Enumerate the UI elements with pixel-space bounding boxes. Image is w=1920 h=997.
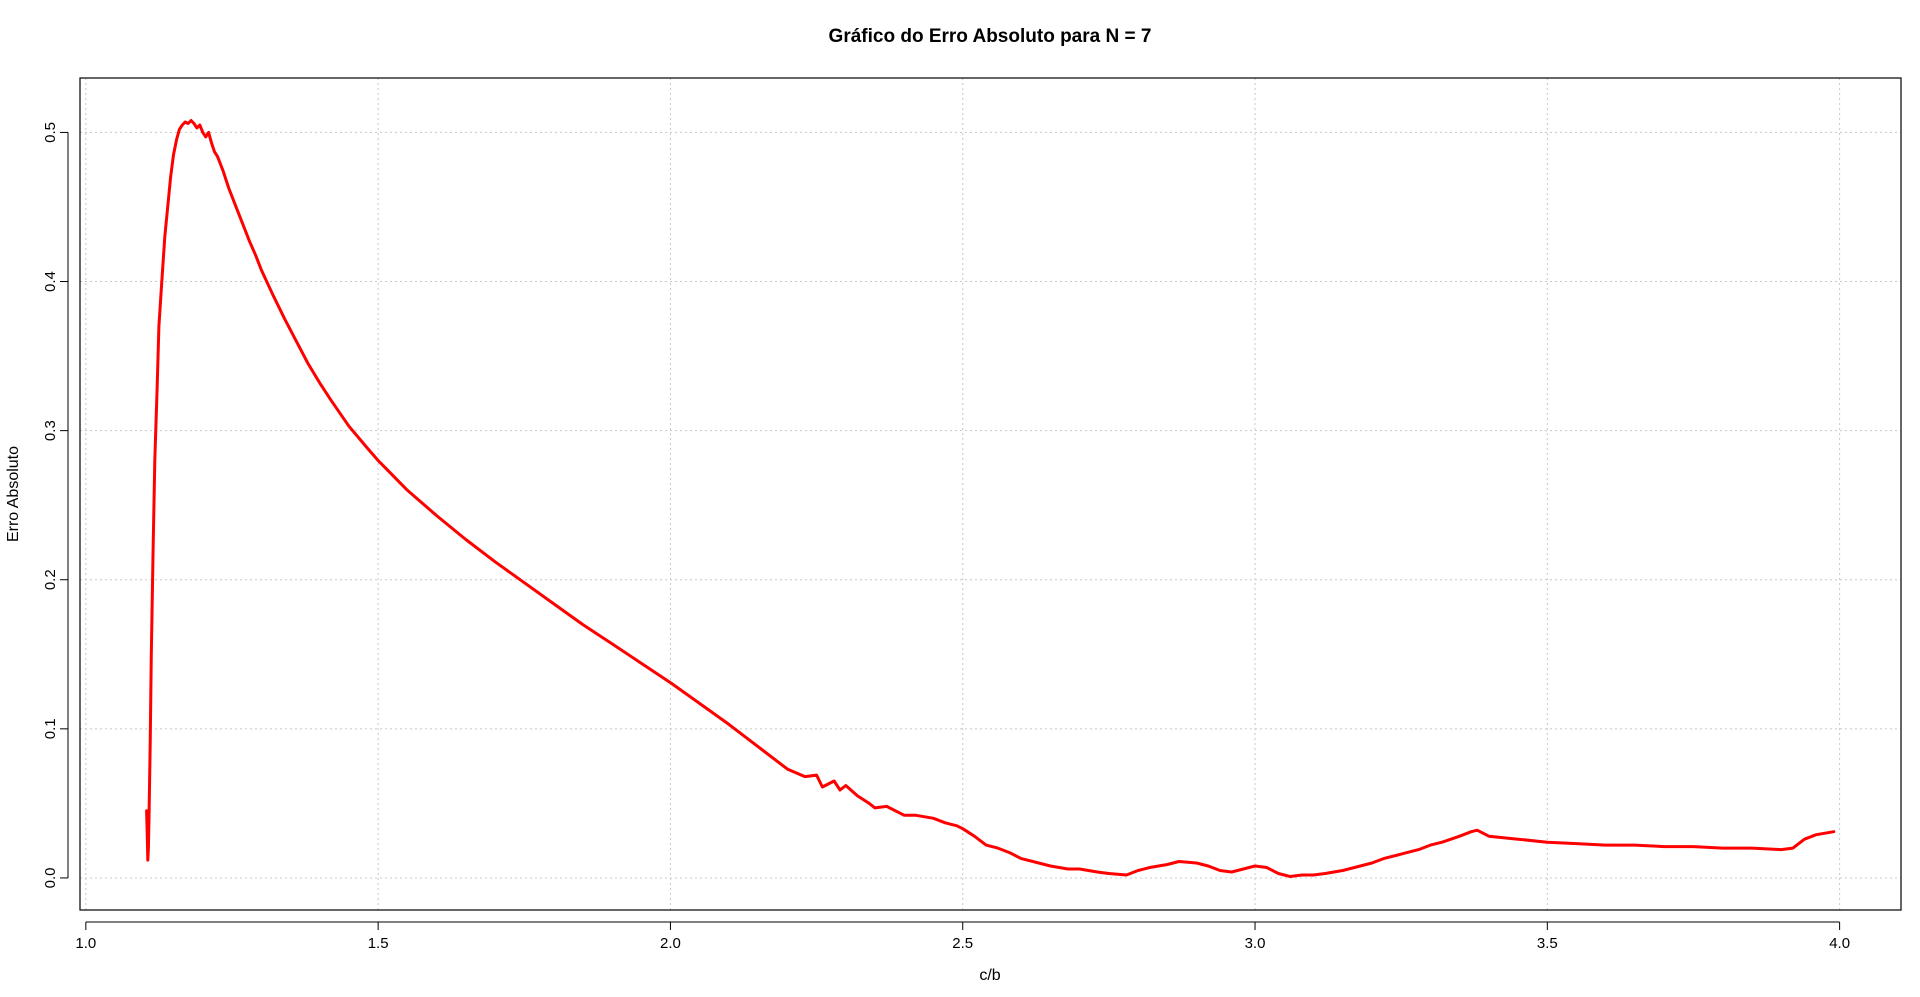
plot-frame [79, 77, 1902, 911]
y-axis-label: Erro Absoluto [5, 446, 22, 542]
x-tick-label: 2.0 [660, 935, 681, 952]
x-axis-label: c/b [979, 967, 1000, 984]
y-axis: 0.0 0.1 0.2 0.3 0.4 0.5 [42, 122, 69, 889]
y-tick-label: 0.1 [42, 718, 59, 739]
grid [80, 78, 1901, 910]
series-line [145, 119, 1836, 878]
x-tick-label: 3.0 [1245, 935, 1266, 952]
y-tick-label: 0.2 [42, 569, 59, 590]
x-axis: 1.0 1.5 2.0 2.5 3.0 3.5 4.0 [75, 921, 1850, 952]
x-tick-label: 3.5 [1537, 935, 1558, 952]
y-tick-label: 0.4 [42, 271, 59, 292]
y-tick-label: 0.3 [42, 420, 59, 441]
x-tick-label: 1.0 [75, 935, 96, 952]
y-tick-label: 0.0 [42, 868, 59, 889]
x-tick-label: 2.5 [952, 935, 973, 952]
y-tick-label: 0.5 [42, 122, 59, 143]
x-tick-label: 1.5 [368, 935, 389, 952]
x-tick-label: 4.0 [1829, 935, 1850, 952]
chart-title: Gráfico do Erro Absoluto para N = 7 [829, 26, 1152, 47]
